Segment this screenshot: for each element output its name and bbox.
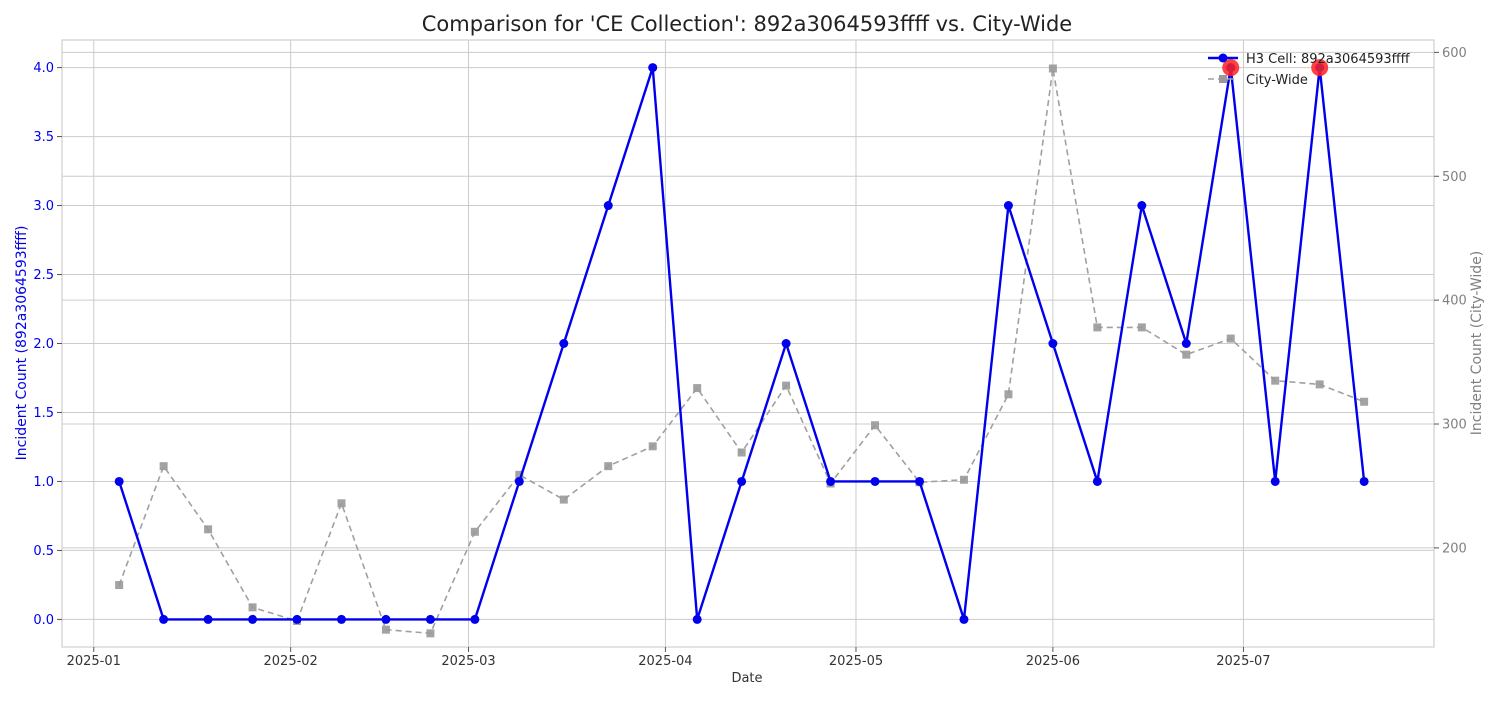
y-axis-right-label: Incident Count (City-Wide)	[1469, 251, 1485, 435]
city-wide-line	[118, 68, 1365, 635]
city-wide-point	[1137, 323, 1146, 332]
h3-cell-point	[514, 476, 524, 486]
x-tick-label: 2025-03	[441, 654, 495, 669]
y-right-tick-label: 200	[1442, 541, 1467, 556]
city-wide-point	[1360, 397, 1369, 406]
y-left-tick-label: 0.0	[33, 613, 54, 628]
h3-cell-point	[1181, 339, 1191, 348]
city-wide-point	[426, 629, 435, 638]
city-wide-point	[1182, 350, 1191, 359]
h3-cell-point	[203, 614, 213, 624]
highlight-point	[1311, 59, 1329, 77]
city-wide-point	[1226, 334, 1235, 343]
city-wide-point	[1004, 390, 1013, 399]
city-wide-point	[204, 525, 213, 534]
city-wide-point	[959, 475, 968, 484]
h3-cell-point	[692, 614, 702, 624]
city-wide-point	[1315, 380, 1324, 389]
series-layer	[114, 59, 1369, 638]
city-wide-point	[381, 625, 390, 634]
y-left-tick-label: 4.0	[33, 61, 54, 76]
city-wide-point	[470, 527, 479, 536]
legend: H3 Cell: 892a3064593ffff City-Wide	[1208, 52, 1411, 88]
city-wide-point	[337, 499, 346, 508]
h3-cell-point	[1359, 476, 1369, 486]
grid-layer	[62, 40, 1434, 647]
h3-cell-point	[1270, 476, 1280, 486]
city-wide-point	[693, 384, 702, 393]
y-left-tick-label: 3.0	[33, 199, 54, 214]
h3-cell-point	[336, 614, 346, 624]
city-wide-point	[737, 448, 746, 457]
x-tick-label: 2025-06	[1026, 654, 1080, 669]
h3-cell-point	[114, 476, 124, 486]
h3-cell-point	[1003, 201, 1013, 211]
city-wide-point	[1093, 323, 1102, 332]
h3-cell-point	[1092, 476, 1102, 486]
legend-city-swatch-marker	[1219, 75, 1227, 83]
city-wide-point	[248, 603, 257, 612]
y-right-tick-label: 300	[1442, 418, 1467, 433]
h3-cell-point	[248, 614, 258, 624]
h3-cell-point	[1048, 339, 1058, 348]
h3-cell-point	[159, 614, 169, 624]
h3-cell-point	[1137, 201, 1147, 211]
y-axis-left-label: Incident Count (892a3064593ffff)	[14, 226, 30, 461]
axes-layer: 2025-01 2025-02 2025-03 2025-04 2025-05 2025-…	[33, 39, 1467, 669]
y-right-tick-label: 400	[1442, 294, 1467, 309]
h3-cell-point	[603, 201, 613, 211]
h3-cell-point	[381, 614, 391, 624]
h3-cell-point	[959, 614, 969, 624]
y-left-tick-label: 0.5	[33, 544, 54, 559]
y-left-tick-label: 1.5	[33, 406, 54, 421]
chart-title: Comparison for 'CE Collection': 892a3064…	[422, 12, 1072, 36]
y-right-tick-label: 600	[1442, 46, 1467, 61]
x-tick-label: 2025-04	[638, 654, 692, 669]
h3-cell-point	[648, 63, 658, 73]
h3-cell-point	[559, 339, 569, 348]
x-axis-label: Date	[731, 671, 762, 686]
h3-cell-point	[915, 476, 924, 486]
h3-cell-point	[292, 614, 302, 624]
city-wide-point	[1271, 376, 1280, 385]
x-tick-label: 2025-07	[1216, 654, 1270, 669]
city-wide-point	[1048, 64, 1057, 73]
x-tick-label: 2025-02	[264, 654, 318, 669]
h3-cell-point	[737, 476, 747, 486]
y-left-tick-label: 3.5	[33, 130, 54, 145]
legend-h3-label: H3 Cell: 892a3064593ffff	[1246, 52, 1411, 67]
x-tick-label: 2025-01	[67, 654, 121, 669]
y-right-tick-label: 500	[1442, 170, 1467, 185]
y-left-tick-label: 2.5	[33, 268, 54, 283]
h3-cell-point	[826, 476, 836, 486]
city-wide-point	[559, 495, 568, 504]
y-left-tick-label: 1.0	[33, 475, 54, 490]
h3-cell-point	[870, 476, 880, 486]
city-wide-point	[115, 581, 124, 590]
h3-cell-point	[425, 614, 435, 624]
city-wide-point	[159, 462, 168, 471]
legend-city-label: City-Wide	[1246, 73, 1308, 88]
x-tick-label: 2025-05	[829, 654, 883, 669]
city-wide-point	[782, 381, 791, 390]
city-wide-point	[604, 462, 613, 471]
legend-h3-swatch-marker	[1218, 53, 1228, 63]
h3-cell-point	[470, 614, 480, 624]
h3-cell-point	[781, 339, 791, 348]
y-left-tick-label: 2.0	[33, 337, 54, 352]
highlight-point	[1222, 59, 1240, 77]
city-wide-point	[648, 442, 657, 451]
city-wide-point	[871, 421, 880, 430]
city-wide-point	[515, 470, 524, 479]
